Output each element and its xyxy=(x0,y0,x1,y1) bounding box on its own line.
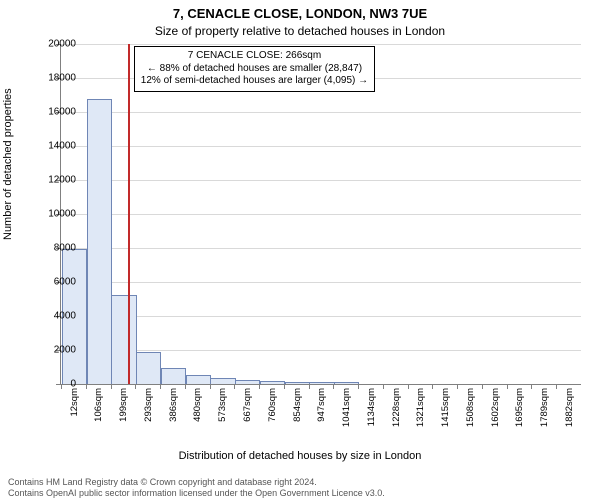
x-tick-mark xyxy=(185,384,186,389)
annotation-line-1: 7 CENACLE CLOSE: 266sqm xyxy=(141,50,368,63)
y-tick-label: 10000 xyxy=(36,209,76,220)
x-tick-label: 1321sqm xyxy=(415,388,426,427)
annotation-box: 7 CENACLE CLOSE: 266sqm← 88% of detached… xyxy=(134,46,375,92)
histogram-bar xyxy=(285,382,310,384)
y-tick-label: 4000 xyxy=(36,311,76,322)
x-tick-label: 1508sqm xyxy=(465,388,476,427)
x-tick-label: 1789sqm xyxy=(539,388,550,427)
x-tick-mark xyxy=(358,384,359,389)
y-tick-label: 16000 xyxy=(36,107,76,118)
footer-attribution: Contains HM Land Registry data © Crown c… xyxy=(8,477,385,498)
x-tick-mark xyxy=(86,384,87,389)
x-tick-label: 1228sqm xyxy=(391,388,402,427)
x-tick-mark xyxy=(333,384,334,389)
y-tick-label: 6000 xyxy=(36,277,76,288)
gridline xyxy=(61,350,581,351)
x-tick-mark xyxy=(432,384,433,389)
x-tick-mark xyxy=(259,384,260,389)
x-tick-label: 854sqm xyxy=(292,388,303,422)
histogram-bar xyxy=(235,380,260,384)
x-tick-mark xyxy=(160,384,161,389)
x-tick-label: 1415sqm xyxy=(440,388,451,427)
chart-subtitle: Size of property relative to detached ho… xyxy=(0,24,600,38)
x-tick-label: 1134sqm xyxy=(366,388,377,426)
x-tick-label: 1041sqm xyxy=(341,388,352,427)
x-tick-mark xyxy=(111,384,112,389)
plot-area: 7 CENACLE CLOSE: 266sqm← 88% of detached… xyxy=(60,44,581,385)
x-tick-label: 199sqm xyxy=(118,388,129,422)
histogram-bar xyxy=(186,375,211,385)
gridline xyxy=(61,146,581,147)
histogram-bar xyxy=(111,295,136,384)
gridline xyxy=(61,316,581,317)
y-axis-label: Number of detached properties xyxy=(2,88,14,240)
x-tick-label: 106sqm xyxy=(93,388,104,422)
histogram-bar xyxy=(87,99,112,384)
gridline xyxy=(61,180,581,181)
x-tick-mark xyxy=(234,384,235,389)
x-tick-label: 760sqm xyxy=(267,388,278,422)
histogram-bar xyxy=(309,382,334,384)
histogram-bar xyxy=(260,381,285,384)
x-tick-label: 480sqm xyxy=(192,388,203,422)
gridline xyxy=(61,248,581,249)
chart-container: 7, CENACLE CLOSE, LONDON, NW3 7UE Size o… xyxy=(0,0,600,500)
chart-title: 7, CENACLE CLOSE, LONDON, NW3 7UE xyxy=(0,6,600,21)
x-tick-label: 1882sqm xyxy=(564,388,575,427)
footer-line-1: Contains HM Land Registry data © Crown c… xyxy=(8,477,385,487)
histogram-bar xyxy=(136,352,161,384)
annotation-line-3: 12% of semi-detached houses are larger (… xyxy=(141,75,368,88)
x-tick-mark xyxy=(135,384,136,389)
x-tick-mark xyxy=(284,384,285,389)
x-tick-label: 12sqm xyxy=(69,388,80,417)
x-tick-mark xyxy=(408,384,409,389)
y-tick-label: 12000 xyxy=(36,175,76,186)
x-tick-label: 386sqm xyxy=(168,388,179,422)
x-tick-mark xyxy=(531,384,532,389)
property-marker-line xyxy=(128,44,130,384)
x-tick-label: 293sqm xyxy=(143,388,154,422)
gridline xyxy=(61,282,581,283)
y-tick-label: 2000 xyxy=(36,345,76,356)
gridline xyxy=(61,214,581,215)
histogram-bar xyxy=(161,368,186,384)
x-tick-mark xyxy=(383,384,384,389)
y-tick-label: 14000 xyxy=(36,141,76,152)
y-tick-label: 8000 xyxy=(36,243,76,254)
x-tick-mark xyxy=(507,384,508,389)
footer-line-2: Contains OpenAI public sector informatio… xyxy=(8,488,385,498)
histogram-bar xyxy=(210,378,235,384)
x-tick-label: 947sqm xyxy=(316,388,327,422)
gridline xyxy=(61,44,581,45)
x-tick-mark xyxy=(556,384,557,389)
x-tick-mark xyxy=(309,384,310,389)
x-tick-label: 667sqm xyxy=(242,388,253,422)
x-tick-label: 1602sqm xyxy=(490,388,501,427)
y-tick-label: 18000 xyxy=(36,73,76,84)
x-axis-label: Distribution of detached houses by size … xyxy=(0,450,600,462)
gridline xyxy=(61,112,581,113)
histogram-bar xyxy=(334,382,359,384)
x-tick-label: 1695sqm xyxy=(514,388,525,427)
y-tick-label: 20000 xyxy=(36,39,76,50)
x-tick-label: 573sqm xyxy=(217,388,228,422)
x-tick-mark xyxy=(457,384,458,389)
annotation-line-2: ← 88% of detached houses are smaller (28… xyxy=(141,63,368,76)
x-tick-mark xyxy=(210,384,211,389)
x-tick-mark xyxy=(482,384,483,389)
